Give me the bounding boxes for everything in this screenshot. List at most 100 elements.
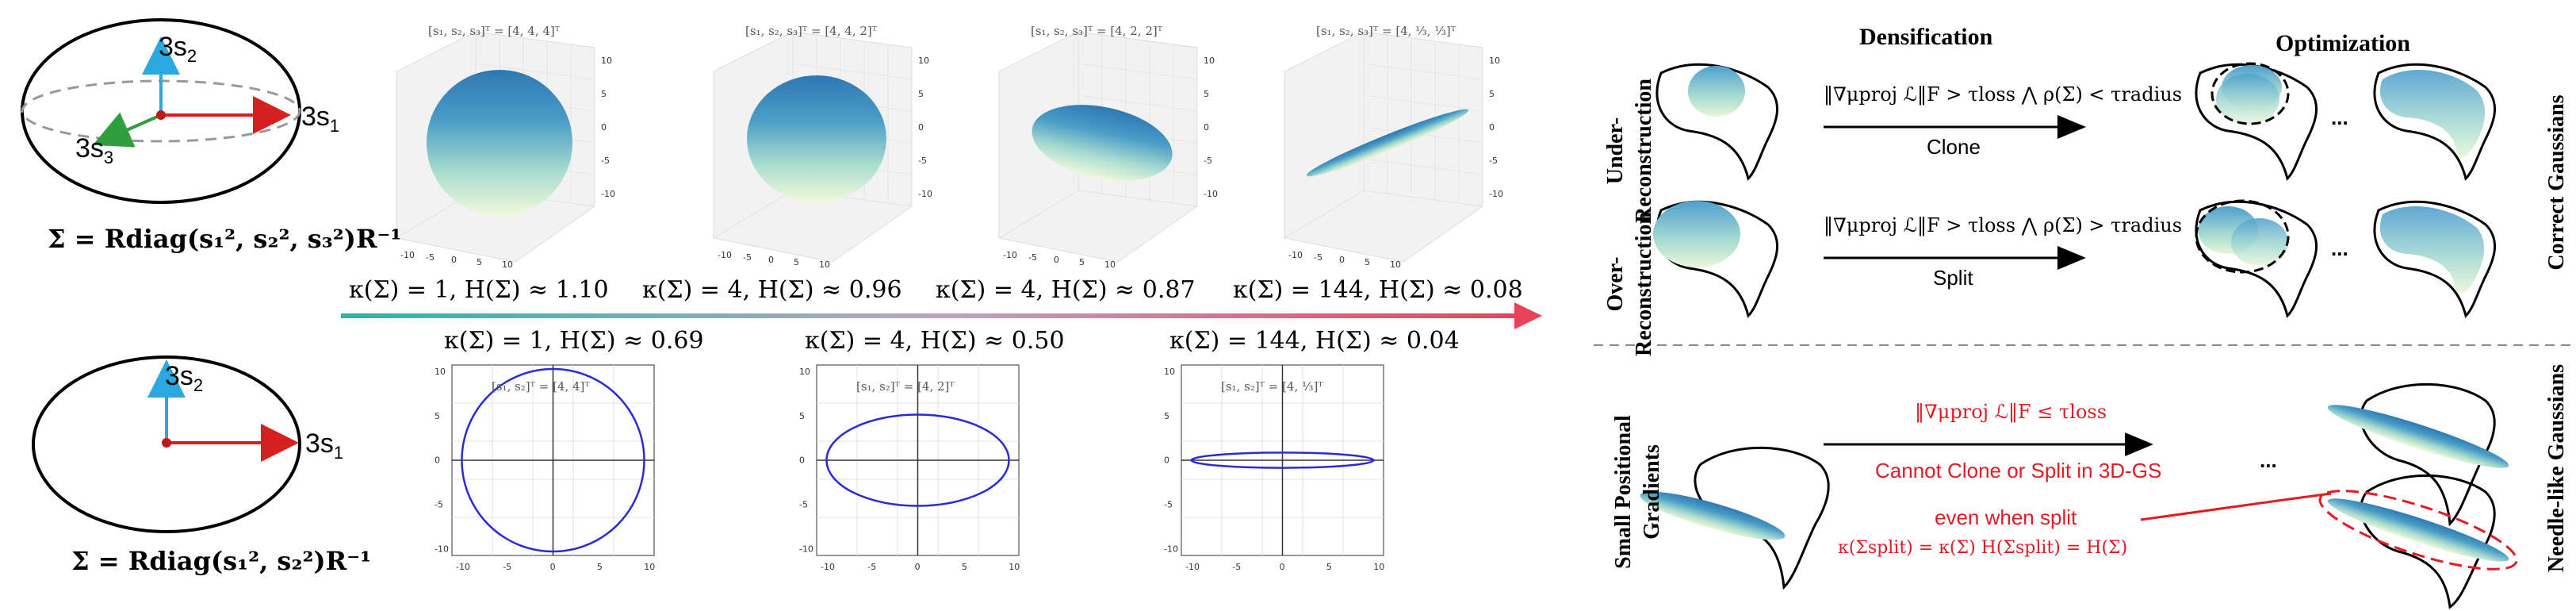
cannot-densify-label: Cannot Clone or Split in 3D-GS — [1875, 459, 2162, 482]
tick-label: -10 — [601, 189, 615, 199]
tick-label: -5 — [1164, 499, 1173, 509]
caption-3d-1: κ(Σ) = 1, H(Σ) ≈ 1.10 — [349, 276, 609, 304]
even-when-split-label: even when split — [1935, 505, 2077, 529]
tick-label: -10 — [821, 562, 835, 572]
title-3d-2: [s₁, s₂, s₃]ᵀ = [4, 4, 2]ᵀ — [745, 24, 878, 38]
formula-3d: Σ = Rdiag(s₁², s₂², s₃²)R⁻¹ — [48, 224, 402, 254]
tick-label: 0 — [768, 255, 774, 265]
tick-label: -10 — [1164, 544, 1178, 554]
tick-label: -5 — [1314, 252, 1322, 263]
tick-label: -10 — [400, 250, 415, 260]
tick-label: 0 — [799, 455, 805, 466]
tick-label: -10 — [1288, 250, 1303, 260]
split-label: Split — [1933, 266, 1973, 290]
caption-3d-4: κ(Σ) = 144, H(Σ) ≈ 0.08 — [1233, 276, 1523, 304]
tick-label: 5 — [601, 89, 607, 99]
tick-label: -10 — [1489, 189, 1503, 199]
tick-label: 0 — [451, 255, 457, 265]
tick-label: -10 — [456, 562, 470, 572]
tick-label: -5 — [743, 252, 752, 263]
over-shape-right — [2373, 200, 2497, 318]
caption-3d-3: κ(Σ) = 4, H(Σ) ≈ 0.87 — [936, 276, 1196, 304]
label-3s1-top: 3s1 — [301, 102, 340, 136]
tick-label: 0 — [1204, 122, 1209, 133]
caption-2d-3: κ(Σ) = 144, H(Σ) ≈ 0.04 — [1169, 327, 1460, 355]
title-3d-3: [s₁, s₂, s₃]ᵀ = [4, 2, 2]ᵀ — [1031, 24, 1163, 38]
tick-label: -5 — [1489, 156, 1498, 166]
plot-2d-2: 10 5 0 -5 -10 -10 -5 0 5 10 — [799, 364, 1020, 572]
even-when-split-formula: κ(Σsplit) = κ(Σ) H(Σsplit) = H(Σ) — [1838, 538, 2128, 558]
tick-label: 10 — [1104, 259, 1116, 270]
tick-label: 0 — [1339, 255, 1345, 265]
tick-label: -5 — [601, 156, 610, 166]
caption-3d-2: κ(Σ) = 4, H(Σ) ≈ 0.96 — [642, 276, 902, 304]
tick-label: -5 — [867, 562, 876, 572]
tick-label: -10 — [918, 189, 932, 199]
tick-label: 5 — [1204, 89, 1209, 99]
label-3s2-bottom: 3s2 — [165, 361, 204, 395]
tick-label: 0 — [601, 122, 607, 133]
plot-3d-4: 10 5 0 -5 -10 -10 -5 0 5 10 — [1284, 31, 1503, 270]
plots-2d: 10 5 0 -5 -10 -10 -5 0 5 10 10 5 0 -5 -10 -10 -5 0 5 10 10 5 0… — [434, 364, 1384, 572]
tick-label: -10 — [799, 544, 813, 554]
tick-label: 0 — [1489, 122, 1495, 133]
tick-label: -5 — [503, 562, 511, 572]
tick-label: -5 — [1204, 156, 1212, 166]
tick-label: 10 — [1204, 56, 1215, 66]
formula-2d: Σ = Rdiag(s₁², s₂²)R⁻¹ — [71, 546, 372, 576]
plot-3d-1: 10 5 0 -5 -10 -10 -5 0 5 10 — [396, 31, 615, 270]
tick-label: -5 — [1028, 252, 1037, 263]
tick-label: 10 — [434, 367, 446, 377]
over-shape-mid — [2195, 199, 2318, 318]
title-2d-2: [s₁, s₂]ᵀ = [4, 2]ᵀ — [856, 379, 955, 394]
tick-label: 5 — [477, 257, 482, 267]
tick-label: 10 — [1373, 562, 1384, 572]
tick-label: 5 — [794, 257, 799, 267]
small-gradient-condition: ‖∇μproj ℒ‖F ≤ τloss — [1915, 401, 2107, 423]
plot-3d-3: 10 5 0 -5 -10 -10 -5 0 5 10 — [998, 31, 1218, 270]
clone-label: Clone — [1927, 135, 1981, 159]
tick-label: 10 — [601, 56, 612, 66]
tick-label: -10 — [718, 250, 732, 260]
tick-label: 5 — [1164, 411, 1169, 421]
ellipse-2d-diagram — [32, 355, 301, 533]
title-3d-4: [s₁, s₂, s₃]ᵀ = [4, ⅓, ⅓]ᵀ — [1316, 24, 1456, 38]
tick-label: 10 — [819, 259, 830, 270]
tick-label: 0 — [550, 562, 556, 572]
title-2d-3: [s₁, s₂]ᵀ = [4, ⅓]ᵀ — [1221, 379, 1323, 394]
side-label-correct-gaussians: Correct Gaussians — [2544, 94, 2569, 271]
tick-label: 0 — [918, 122, 924, 133]
title-2d-1: [s₁, s₂]ᵀ = [4, 4]ᵀ — [492, 379, 590, 394]
side-label-needle-gaussians: Needle-like Gaussians — [2544, 363, 2569, 573]
tick-label: 5 — [799, 411, 805, 421]
column-heading-optimization: Optimization — [2276, 30, 2410, 56]
tick-label: 0 — [434, 455, 440, 466]
label-3s1-bottom: 3s1 — [305, 428, 344, 463]
tick-label: 5 — [1326, 562, 1332, 572]
tick-label: 5 — [1079, 257, 1085, 267]
tick-label: -5 — [434, 499, 443, 509]
tick-label: 10 — [1009, 562, 1020, 572]
tick-label: -5 — [918, 156, 927, 166]
tick-label: 10 — [1164, 367, 1175, 377]
title-3d-1: [s₁, s₂, s₃]ᵀ = [4, 4, 4]ᵀ — [428, 24, 561, 38]
tick-label: 5 — [962, 562, 967, 572]
small-shape-right — [2140, 382, 2518, 609]
tick-label: 0 — [915, 562, 921, 572]
tick-label: 0 — [1054, 255, 1059, 265]
tick-label: 0 — [1280, 562, 1285, 572]
tick-label: 10 — [1489, 56, 1500, 66]
caption-2d-1: κ(Σ) = 1, H(Σ) ≈ 0.69 — [444, 327, 704, 355]
plot-2d-1: 10 5 0 -5 -10 -10 -5 0 5 10 — [434, 364, 655, 572]
split-condition: ‖∇μproj ℒ‖F > τloss ⋀ ρ(Σ) > τradius — [1824, 214, 2183, 236]
column-heading-densification: Densification — [1859, 24, 1993, 50]
tick-label: -5 — [1232, 562, 1241, 572]
label-3s3-top: 3s3 — [75, 133, 114, 167]
tick-label: -10 — [1003, 250, 1017, 260]
tick-label: 10 — [918, 56, 929, 66]
tick-label: 10 — [1390, 259, 1401, 270]
caption-2d-2: κ(Σ) = 4, H(Σ) ≈ 0.50 — [805, 327, 1065, 355]
ellipsis-row2: ... — [2331, 236, 2348, 260]
ellipsis-row1: ... — [2331, 106, 2348, 129]
small-shape-left — [1640, 446, 1830, 590]
